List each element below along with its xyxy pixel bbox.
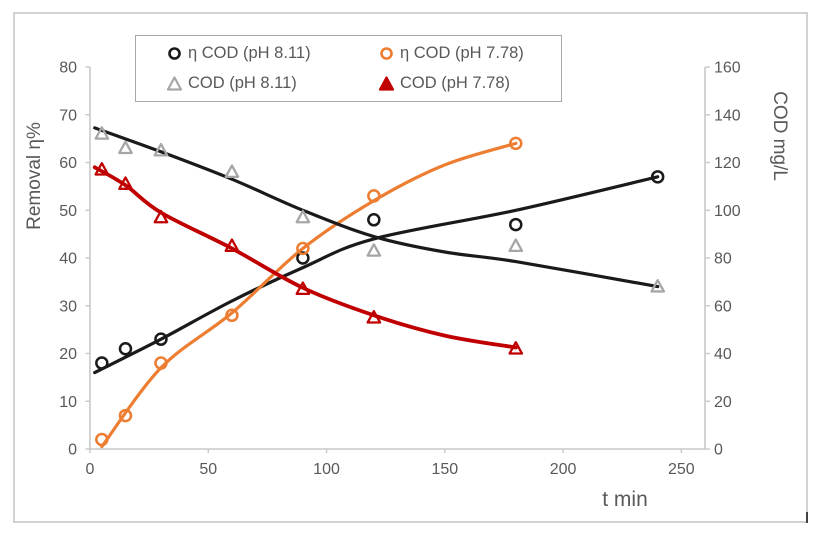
data-point-triangle (224, 238, 240, 253)
data-point-circle (296, 241, 310, 256)
right-tick-label: 160 (714, 60, 741, 77)
data-point-circle (367, 213, 381, 227)
right-tick-label: 0 (714, 442, 723, 459)
legend-item-label: COD (pH 7.78) (400, 73, 511, 92)
border-selection-mark (806, 512, 808, 523)
data-point-triangle (295, 209, 311, 224)
markers-series-3 (94, 162, 524, 355)
x-tick-label: 100 (313, 461, 340, 478)
right-tick-label: 100 (714, 203, 741, 220)
data-point-circle (509, 136, 523, 151)
legend-item-eta-cod-ph778[interactable]: η COD (pH 7.78) (378, 44, 561, 63)
markers-series-2 (94, 126, 666, 293)
data-point-triangle (94, 126, 110, 140)
legend: η COD (pH 8.11) η COD (pH 7.78) COD (pH … (135, 35, 562, 102)
left-tick-label: 80 (59, 60, 77, 77)
legend-item-cod-ph778[interactable]: COD (pH 7.78) (378, 74, 561, 93)
legend-item-eta-cod-ph811[interactable]: η COD (pH 8.11) (166, 44, 378, 63)
markers-series-0 (95, 170, 665, 370)
red-triangle-marker-icon (378, 75, 395, 92)
data-point-triangle (153, 142, 169, 157)
data-point-circle (650, 170, 665, 184)
left-tick-label: 30 (59, 298, 77, 315)
left-tick-label: 70 (59, 107, 77, 124)
right-tick-label: 80 (714, 251, 732, 268)
data-point-triangle (508, 341, 524, 355)
legend-item-label: η COD (pH 7.78) (400, 44, 524, 63)
left-tick-label: 0 (68, 442, 77, 459)
right-tick-label: 20 (714, 394, 732, 411)
data-point-circle (225, 308, 239, 323)
data-point-circle (367, 189, 381, 203)
data-point-circle (296, 251, 310, 265)
legend-item-cod-ph811[interactable]: COD (pH 8.11) (166, 74, 378, 93)
right-tick-label: 140 (714, 107, 741, 124)
left-axis-title: Removal η% (24, 122, 45, 230)
data-point-triangle (366, 243, 382, 257)
markers-series-1 (95, 136, 523, 447)
right-axis-title: COD mg/L (769, 91, 790, 181)
black-circle-marker-icon (166, 45, 183, 62)
legend-item-label: η COD (pH 8.11) (188, 44, 311, 63)
left-tick-label: 60 (59, 155, 77, 172)
trend-line-series-2 (93, 126, 660, 289)
data-point-circle (118, 408, 133, 423)
orange-circle-marker-icon (378, 45, 395, 62)
data-point-circle (95, 356, 109, 370)
trend-line-series-3 (92, 165, 518, 350)
data-point-triangle (508, 238, 524, 253)
data-point-triangle (118, 140, 133, 155)
data-point-circle (154, 356, 168, 370)
data-point-triangle (94, 162, 110, 176)
trend-line-series-0 (93, 175, 660, 375)
right-tick-label: 120 (714, 155, 741, 172)
data-point-circle (118, 341, 133, 356)
right-tick-label: 40 (714, 346, 732, 363)
trend-line-series-1 (100, 141, 518, 449)
x-tick-label: 250 (668, 461, 695, 478)
gray-triangle-marker-icon (166, 75, 183, 92)
data-point-triangle (224, 164, 240, 178)
legend-item-label: COD (pH 8.11) (188, 73, 297, 92)
x-tick-label: 150 (431, 461, 458, 478)
data-point-circle (154, 332, 168, 346)
left-tick-label: 50 (59, 203, 77, 220)
data-point-triangle (366, 310, 382, 324)
left-tick-label: 20 (59, 346, 77, 363)
data-point-triangle (153, 209, 169, 224)
axes: 0 50 100 150 200 250 0 10 20 30 40 50 60 70 80 0 20 40 60 8… (59, 60, 741, 479)
data-point-triangle (650, 279, 666, 293)
data-point-circle (509, 217, 523, 232)
x-tick-label: 50 (199, 461, 217, 478)
x-tick-label: 200 (550, 461, 577, 478)
x-axis-title: t min (602, 488, 648, 511)
data-point-triangle (118, 176, 133, 190)
left-tick-label: 40 (59, 251, 77, 268)
left-tick-label: 10 (59, 394, 77, 411)
x-tick-label: 0 (86, 461, 95, 478)
data-point-triangle (295, 281, 311, 295)
data-point-circle (95, 432, 109, 447)
right-tick-label: 60 (714, 298, 732, 315)
